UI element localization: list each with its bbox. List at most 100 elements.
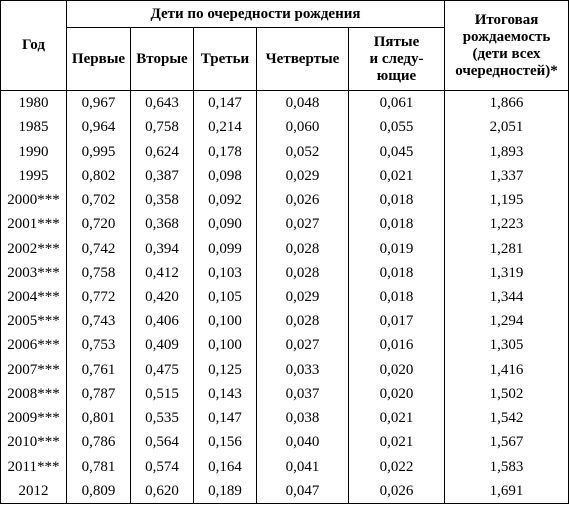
value-cell: 0,021 <box>348 163 445 188</box>
value-cell: 1,416 <box>444 357 569 382</box>
header-line: рождаемость <box>462 28 551 45</box>
value-cell: 0,018 <box>348 187 445 213</box>
value-cell: 0,020 <box>348 381 445 407</box>
value-cell: 0,564 <box>130 430 194 455</box>
total-header: Итоговая рождаемость (дети всех очередносте… <box>444 0 569 91</box>
value-cell: 0,125 <box>193 357 257 382</box>
value-cell: 1,223 <box>444 212 569 237</box>
value-cell: 0,702 <box>66 187 131 213</box>
year-cell: 2004*** <box>0 284 67 310</box>
column-header: Первые <box>66 27 131 91</box>
value-cell: 0,027 <box>256 212 349 237</box>
value-cell: 0,387 <box>130 163 194 188</box>
year-cell: 2009*** <box>0 406 67 431</box>
group-header: Дети по очередности рождения <box>66 0 445 28</box>
year-cell: 2002*** <box>0 236 67 261</box>
header-line: (дети всех <box>472 45 541 62</box>
value-cell: 0,055 <box>348 115 445 140</box>
column-header: Вторые <box>130 27 194 91</box>
header-line: ющие <box>376 67 417 84</box>
value-cell: 0,368 <box>130 212 194 237</box>
value-cell: 1,319 <box>444 260 569 285</box>
value-cell: 0,098 <box>193 163 257 188</box>
header-line: и следу- <box>369 50 424 67</box>
value-cell: 0,574 <box>130 454 194 479</box>
value-cell: 0,060 <box>256 115 349 140</box>
value-cell: 0,033 <box>256 357 349 382</box>
value-cell: 0,786 <box>66 430 131 455</box>
value-cell: 0,022 <box>348 454 445 479</box>
value-cell: 1,567 <box>444 430 569 455</box>
value-cell: 0,061 <box>348 90 445 116</box>
value-cell: 0,420 <box>130 284 194 310</box>
data-row: 1990 0,995 0,624 0,178 0,052 0,045 1,893 <box>0 139 569 164</box>
value-cell: 0,758 <box>130 115 194 140</box>
year-cell: 2000*** <box>0 187 67 213</box>
value-cell: 1,691 <box>444 478 569 504</box>
value-cell: 1,583 <box>444 454 569 479</box>
value-cell: 1,893 <box>444 139 569 164</box>
value-cell: 0,028 <box>256 236 349 261</box>
value-cell: 0,995 <box>66 139 131 164</box>
value-cell: 0,475 <box>130 357 194 382</box>
value-cell: 1,502 <box>444 381 569 407</box>
header-line: Первые <box>71 50 126 67</box>
table-header: Год Дети по очередности рождения Итогова… <box>0 0 569 91</box>
value-cell: 0,147 <box>193 90 257 116</box>
header-line: Четвертые <box>265 50 340 67</box>
table-body: 1980 0,967 0,643 0,147 0,048 0,061 1,866 1985 0,… <box>0 90 569 504</box>
value-cell: 0,019 <box>348 236 445 261</box>
value-cell: 0,103 <box>193 260 257 285</box>
value-cell: 0,394 <box>130 236 194 261</box>
value-cell: 0,018 <box>348 260 445 285</box>
data-row: 2006*** 0,753 0,409 0,100 0,027 0,016 1,305 <box>0 333 569 358</box>
year-cell: 2006*** <box>0 333 67 358</box>
header-line: Вторые <box>136 50 188 67</box>
header-line: Итоговая <box>474 11 539 28</box>
year-cell: 2005*** <box>0 309 67 334</box>
value-cell: 0,028 <box>256 309 349 334</box>
data-row: 2011*** 0,781 0,574 0,164 0,041 0,022 1,583 <box>0 454 569 479</box>
value-cell: 0,047 <box>256 478 349 504</box>
value-cell: 0,801 <box>66 406 131 431</box>
data-row: 2007*** 0,761 0,475 0,125 0,033 0,020 1,416 <box>0 357 569 382</box>
year-cell: 1980 <box>0 90 67 116</box>
value-cell: 0,743 <box>66 309 131 334</box>
data-row: 2002*** 0,742 0,394 0,099 0,028 0,019 1,281 <box>0 236 569 261</box>
value-cell: 0,761 <box>66 357 131 382</box>
value-cell: 0,515 <box>130 381 194 407</box>
data-row: 1980 0,967 0,643 0,147 0,048 0,061 1,866 <box>0 90 569 116</box>
year-cell: 1985 <box>0 115 67 140</box>
value-cell: 0,758 <box>66 260 131 285</box>
value-cell: 0,028 <box>256 260 349 285</box>
value-cell: 0,021 <box>348 406 445 431</box>
value-cell: 2,051 <box>444 115 569 140</box>
data-row: 2005*** 0,743 0,406 0,100 0,028 0,017 1,294 <box>0 309 569 334</box>
value-cell: 0,967 <box>66 90 131 116</box>
value-cell: 0,105 <box>193 284 257 310</box>
value-cell: 0,092 <box>193 187 257 213</box>
value-cell: 1,294 <box>444 309 569 334</box>
value-cell: 1,305 <box>444 333 569 358</box>
value-cell: 0,020 <box>348 357 445 382</box>
value-cell: 0,753 <box>66 333 131 358</box>
data-row: 2010*** 0,786 0,564 0,156 0,040 0,021 1,567 <box>0 430 569 455</box>
value-cell: 0,809 <box>66 478 131 504</box>
value-cell: 0,026 <box>348 478 445 504</box>
value-cell: 0,147 <box>193 406 257 431</box>
value-cell: 0,037 <box>256 381 349 407</box>
value-cell: 1,542 <box>444 406 569 431</box>
header-row: Год Дети по очередности рождения Итогова… <box>0 0 569 91</box>
year-cell: 2010*** <box>0 430 67 455</box>
value-cell: 0,802 <box>66 163 131 188</box>
value-cell: 0,100 <box>193 309 257 334</box>
data-row: 2012 0,809 0,620 0,189 0,047 0,026 1,691 <box>0 478 569 504</box>
value-cell: 0,040 <box>256 430 349 455</box>
value-cell: 0,018 <box>348 212 445 237</box>
value-cell: 0,720 <box>66 212 131 237</box>
year-cell: 2003*** <box>0 260 67 285</box>
column-header: Четвертые <box>256 27 349 91</box>
value-cell: 0,406 <box>130 309 194 334</box>
year-cell: 1995 <box>0 163 67 188</box>
data-row: 1985 0,964 0,758 0,214 0,060 0,055 2,051 <box>0 115 569 140</box>
